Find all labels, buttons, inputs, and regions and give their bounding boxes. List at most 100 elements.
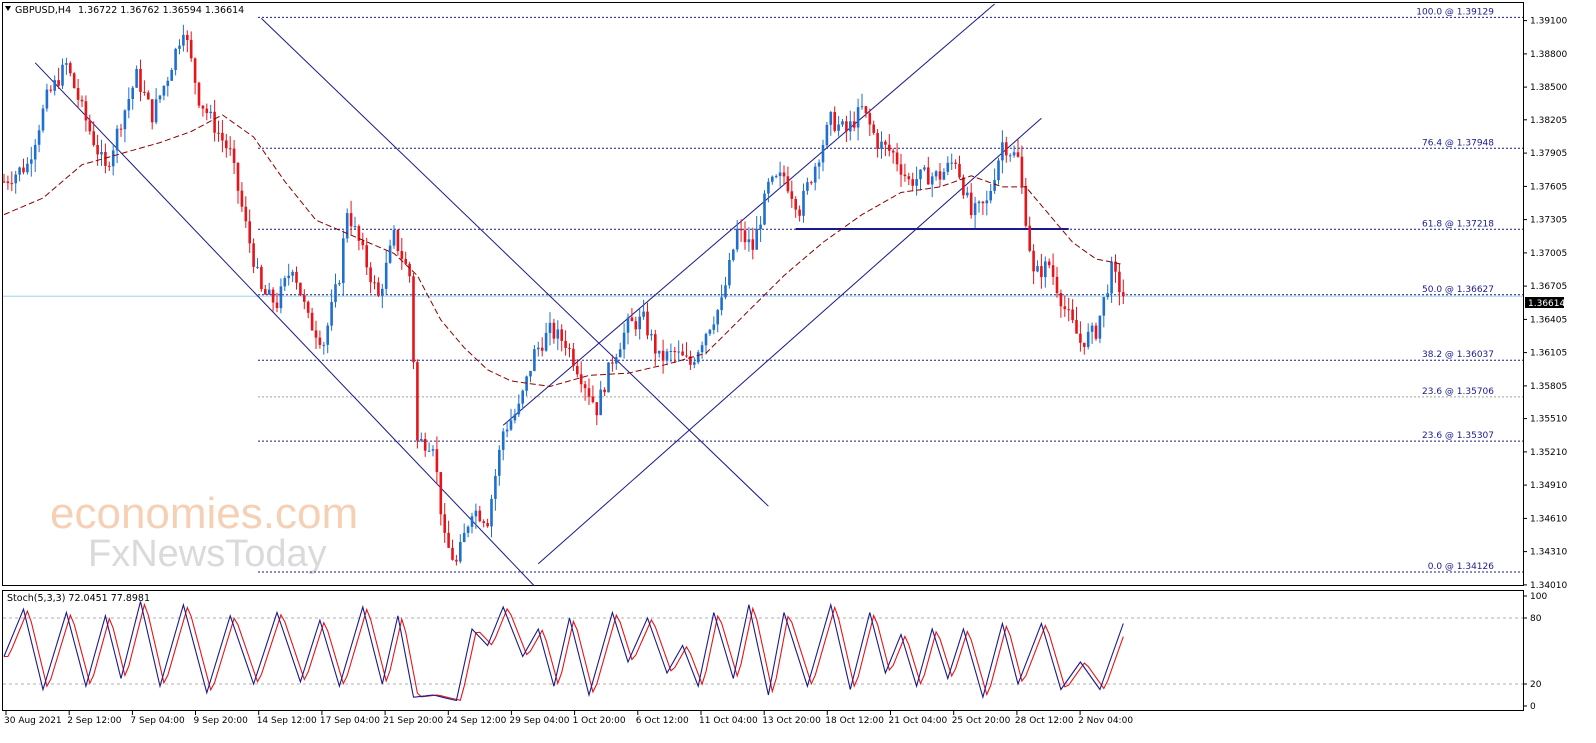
candle-body-165 <box>646 311 649 336</box>
candle-body-128 <box>501 431 505 450</box>
stoch-pane-frame <box>2 590 1524 711</box>
candle-body-281 <box>1098 315 1102 339</box>
candle-body-188 <box>735 228 739 250</box>
current-price-value: 1.36614 <box>1528 299 1565 309</box>
candle-body-52 <box>205 108 209 114</box>
candle-body-207 <box>810 182 813 184</box>
candle-body-92 <box>361 240 365 246</box>
candle-body-195 <box>763 193 766 225</box>
candle-body-242 <box>946 162 950 172</box>
time-label-17: 2 Nov 04:00 <box>1078 716 1133 726</box>
candle-body-118 <box>462 532 466 542</box>
candle-body-95 <box>373 282 376 284</box>
candle-body-264 <box>1032 250 1035 272</box>
candle-body-220 <box>860 106 864 108</box>
price-tick-label-13: 1.35210 <box>1530 448 1567 458</box>
candle-body-227 <box>888 144 891 151</box>
candle-body-282 <box>1102 297 1106 316</box>
candle-body-58 <box>228 148 232 150</box>
candle-body-78 <box>306 301 310 313</box>
candle-body-160 <box>626 317 630 333</box>
candle-body-73 <box>287 275 290 279</box>
candle-body-13 <box>53 80 56 91</box>
candle-body-18 <box>72 73 76 88</box>
candlesticks <box>2 24 1125 566</box>
dropdown-triangle-icon[interactable] <box>5 6 11 11</box>
ma-line <box>3 114 1124 388</box>
candle-body-240 <box>938 171 942 180</box>
price-tick-label-14: 1.34910 <box>1530 481 1567 491</box>
main-pane-frame <box>2 2 1524 586</box>
candle-body-34 <box>135 69 138 88</box>
candle-body-261 <box>1020 156 1024 187</box>
candle-body-63 <box>248 221 251 244</box>
candle-body-82 <box>322 344 326 346</box>
candle-body-33 <box>131 87 134 99</box>
price-tick-label-10: 1.36105 <box>1530 349 1567 359</box>
candle-body-284 <box>1110 261 1113 294</box>
time-label-14: 21 Oct 04:00 <box>889 716 948 726</box>
candle-body-129 <box>505 429 509 432</box>
candle-body-64 <box>252 243 255 267</box>
candle-body-241 <box>942 171 946 180</box>
candle-body-76 <box>299 282 302 296</box>
candle-body-65 <box>256 266 259 268</box>
candle-body-269 <box>1051 265 1055 277</box>
candle-body-55 <box>217 132 220 134</box>
candle-body-57 <box>225 140 228 149</box>
trend-line-3 <box>537 117 1042 565</box>
candle-body-244 <box>954 162 957 164</box>
trend-line-2 <box>502 3 995 426</box>
price-tick-label-16: 1.34310 <box>1530 548 1567 558</box>
candle-body-43 <box>170 70 173 81</box>
candle-body-235 <box>919 169 922 180</box>
candle-body-119 <box>466 526 470 533</box>
fib-label-0: 100.0 @ 1.39129 <box>1416 7 1494 17</box>
price-tick-label-5: 1.37605 <box>1530 182 1567 192</box>
time-label-7: 24 Sep 12:00 <box>446 716 506 726</box>
price-tick-label-7: 1.37005 <box>1530 249 1567 259</box>
candle-body-222 <box>868 113 872 125</box>
candle-body-97 <box>381 288 384 296</box>
time-label-10: 6 Oct 12:00 <box>636 716 689 726</box>
candle-body-143 <box>560 329 563 341</box>
time-label-15: 25 Oct 20:00 <box>952 716 1011 726</box>
candle-body-231 <box>903 174 907 177</box>
candle-body-169 <box>661 350 665 361</box>
candle-body-140 <box>548 322 552 333</box>
price-tick-label-17: 1.34010 <box>1530 581 1567 591</box>
candle-body-32 <box>127 99 131 111</box>
candle-body-189 <box>739 228 743 231</box>
candle-body-108 <box>423 439 427 451</box>
candle-body-202 <box>790 191 794 199</box>
price-axis: 1.39100 1.38800 1.38500 1.38205 1.37905 1.376… <box>1523 17 1567 591</box>
candle-body-175 <box>685 355 688 357</box>
candle-body-47 <box>186 34 189 40</box>
candle-body-252 <box>985 200 989 204</box>
candle-body-155 <box>607 362 610 393</box>
candle-body-125 <box>490 498 493 527</box>
candle-body-40 <box>158 95 162 100</box>
candle-body-215 <box>841 121 844 125</box>
candle-body-23 <box>92 131 95 146</box>
candle-body-176 <box>689 356 692 365</box>
time-label-12: 13 Oct 20:00 <box>762 716 821 726</box>
candle-body-83 <box>326 325 329 345</box>
candle-body-186 <box>728 260 731 286</box>
candle-body-206 <box>806 182 809 191</box>
candle-body-35 <box>139 69 142 92</box>
candle-body-148 <box>579 374 583 385</box>
candle-body-28 <box>111 150 115 167</box>
candle-body-163 <box>638 316 641 330</box>
candle-body-101 <box>396 229 400 251</box>
candle-body-197 <box>771 176 774 182</box>
candle-body-259 <box>1012 152 1016 156</box>
candle-body-216 <box>845 121 848 132</box>
candle-body-77 <box>303 295 306 302</box>
candle-body-24 <box>96 145 99 155</box>
candle-body-253 <box>989 191 992 201</box>
candle-body-51 <box>201 105 205 109</box>
candle-body-21 <box>84 101 88 121</box>
candle-body-115 <box>451 547 454 560</box>
